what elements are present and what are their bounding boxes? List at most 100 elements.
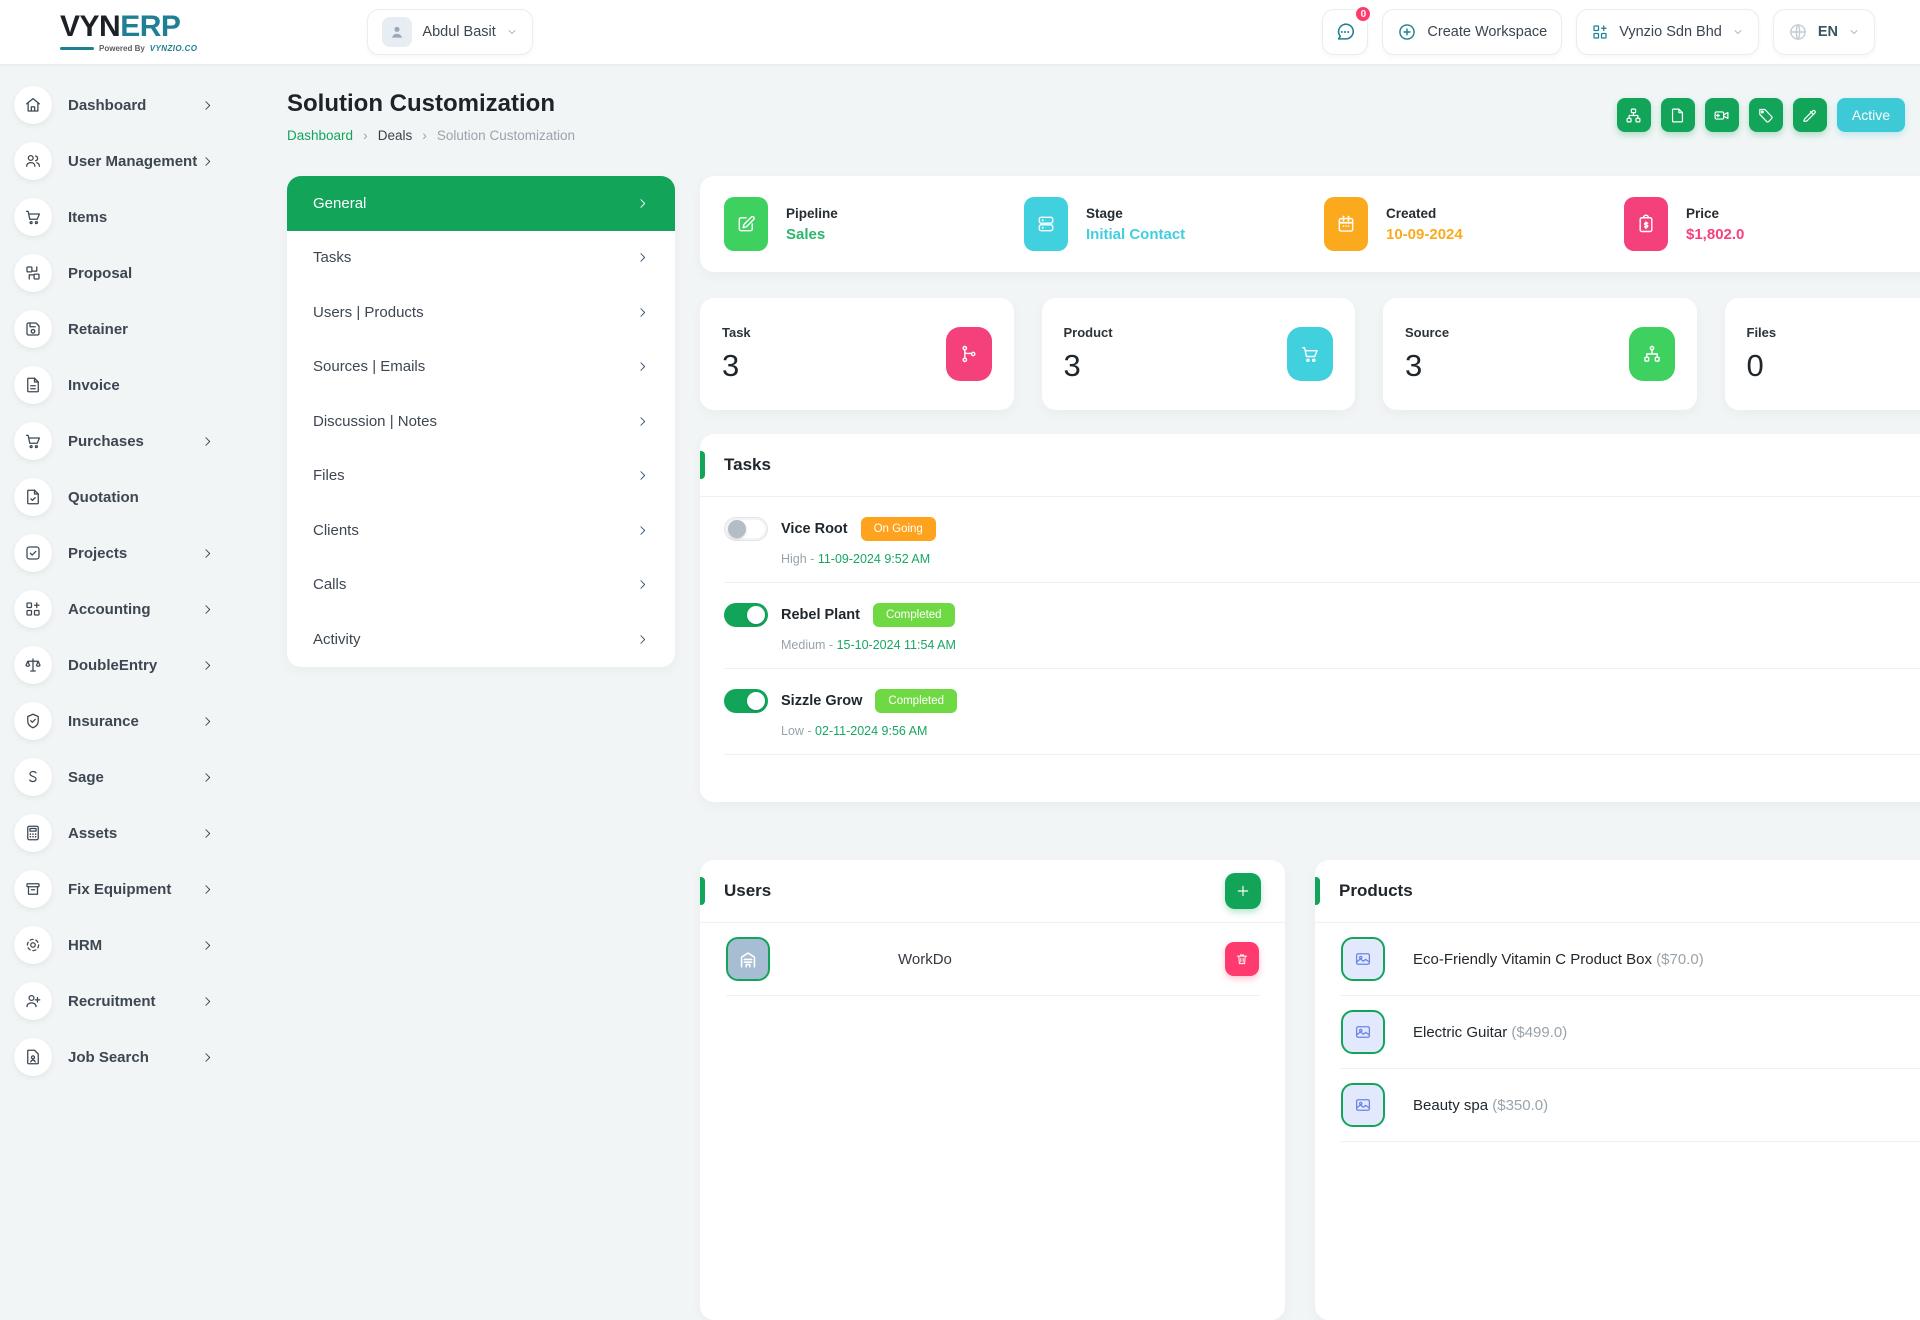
add-user-button[interactable] [1225, 873, 1261, 909]
main-content: Solution Customization Dashboard › Deals… [232, 64, 1920, 1320]
product-row: Electric Guitar ($499.0) [1341, 996, 1920, 1069]
info-price: Price$1,802.0 [1624, 197, 1920, 251]
sidebar-item-assets[interactable]: Assets [14, 810, 222, 856]
tab-clients[interactable]: Clients [287, 503, 675, 558]
breadcrumb-deals[interactable]: Deals [378, 128, 413, 143]
cart-icon [14, 422, 52, 460]
image-icon [1341, 1083, 1385, 1127]
video-button[interactable] [1705, 98, 1739, 132]
chevron-right-icon [201, 771, 214, 784]
messages-button[interactable]: 0 [1322, 9, 1368, 55]
chevron-right-icon [636, 633, 649, 646]
status-button[interactable]: Active [1837, 98, 1905, 132]
sidebar-item-dashboard[interactable]: Dashboard [14, 82, 222, 128]
products-card: Products Eco-Friendly Vitamin C Product … [1315, 860, 1920, 1320]
chevron-right-icon [201, 715, 214, 728]
product-price: ($70.0) [1656, 951, 1704, 968]
chevron-right-icon [201, 547, 214, 560]
file-button[interactable] [1661, 98, 1695, 132]
edit-button[interactable] [1793, 98, 1827, 132]
image-icon [1341, 937, 1385, 981]
task-row: Sizzle Grow Completed Low - 02-11-2024 9… [724, 669, 1920, 755]
chevron-right-icon [636, 306, 649, 319]
sidebar-item-retainer[interactable]: Retainer [14, 306, 222, 352]
sidebar-item-quotation[interactable]: Quotation [14, 474, 222, 520]
task-toggle[interactable] [724, 517, 768, 541]
page-actions: Active [1617, 98, 1905, 132]
chevron-right-icon [636, 197, 649, 210]
grid-plus-icon [14, 590, 52, 628]
product-name: Electric Guitar ($499.0) [1413, 1024, 1567, 1041]
products-title: Products [1339, 881, 1413, 901]
file-text-icon [14, 366, 52, 404]
tab-users-products[interactable]: Users | Products [287, 285, 675, 340]
sidebar-item-projects[interactable]: Projects [14, 530, 222, 576]
user-name: WorkDo [898, 951, 952, 968]
users-card: Users WorkDo [700, 860, 1285, 1320]
sidebar-item-purchases[interactable]: Purchases [14, 418, 222, 464]
tab-tasks[interactable]: Tasks [287, 231, 675, 286]
tab-general[interactable]: General [287, 176, 675, 231]
topbar: VYNERP Powered By VYNZIO.CO Abdul Basit … [0, 0, 1920, 64]
sidebar-item-insurance[interactable]: Insurance [14, 698, 222, 744]
product-row: Eco-Friendly Vitamin C Product Box ($70.… [1341, 923, 1920, 996]
create-workspace-button[interactable]: Create Workspace [1382, 9, 1562, 55]
chevron-right-icon [201, 659, 214, 672]
sidebar-item-hrm[interactable]: HRM [14, 922, 222, 968]
chevron-right-icon [636, 360, 649, 373]
sidebar-item-job-search[interactable]: Job Search [14, 1034, 222, 1080]
sidebar-item-invoice[interactable]: Invoice [14, 362, 222, 408]
language-selector[interactable]: EN [1773, 9, 1875, 55]
chevron-down-icon [1848, 26, 1860, 38]
sidebar-item-user-management[interactable]: User Management [14, 138, 222, 184]
check-square-icon [14, 534, 52, 572]
breadcrumb-dashboard[interactable]: Dashboard [287, 128, 353, 143]
calculator-icon [14, 814, 52, 852]
chevron-down-icon [506, 26, 518, 38]
tab-calls[interactable]: Calls [287, 558, 675, 613]
sidebar: Dashboard User Management Items Proposal… [0, 64, 232, 1080]
task-toggle[interactable] [724, 603, 768, 627]
sidebar-item-doubleentry[interactable]: DoubleEntry [14, 642, 222, 688]
logo-brand: VYNZIO.CO [150, 45, 198, 53]
sidebar-item-fix-equipment[interactable]: Fix Equipment [14, 866, 222, 912]
status-badge: Completed [873, 603, 955, 627]
scale-icon [14, 646, 52, 684]
sidebar-item-items[interactable]: Items [14, 194, 222, 240]
sidebar-item-sage[interactable]: Sage [14, 754, 222, 800]
plus-circle-icon [1397, 22, 1417, 42]
server-icon [1024, 197, 1068, 251]
user-avatar [382, 17, 412, 47]
chevron-down-icon [1732, 26, 1744, 38]
image-icon [1341, 1010, 1385, 1054]
tab-files[interactable]: Files [287, 449, 675, 504]
tab-discussion-notes[interactable]: Discussion | Notes [287, 394, 675, 449]
user-menu[interactable]: Abdul Basit [367, 9, 532, 55]
chevron-right-icon [201, 995, 214, 1008]
sidebar-item-recruitment[interactable]: Recruitment [14, 978, 222, 1024]
workspace-name: Vynzio Sdn Bhd [1619, 24, 1722, 40]
tasks-card: Tasks Vice Root On Going High - 11-09-20… [700, 434, 1920, 802]
product-name: Eco-Friendly Vitamin C Product Box ($70.… [1413, 951, 1704, 968]
product-price: ($350.0) [1492, 1097, 1548, 1114]
sidebar-item-accounting[interactable]: Accounting [14, 586, 222, 632]
tab-activity[interactable]: Activity [287, 612, 675, 667]
breadcrumb-current: Solution Customization [437, 128, 575, 143]
sidebar-item-proposal[interactable]: Proposal [14, 250, 222, 296]
tag-button[interactable] [1749, 98, 1783, 132]
tab-sources-emails[interactable]: Sources | Emails [287, 340, 675, 395]
focus-target-icon [14, 926, 52, 964]
language-code: EN [1818, 24, 1838, 40]
task-toggle[interactable] [724, 689, 768, 713]
chevron-right-icon [636, 524, 649, 537]
sitemap-button[interactable] [1617, 98, 1651, 132]
cart-icon [1287, 327, 1333, 381]
chevron-right-icon [201, 603, 214, 616]
shield-check-icon [14, 702, 52, 740]
app-logo: VYNERP Powered By VYNZIO.CO [60, 12, 197, 53]
workspace-selector[interactable]: Vynzio Sdn Bhd [1576, 9, 1759, 55]
delete-user-button[interactable] [1225, 942, 1259, 976]
